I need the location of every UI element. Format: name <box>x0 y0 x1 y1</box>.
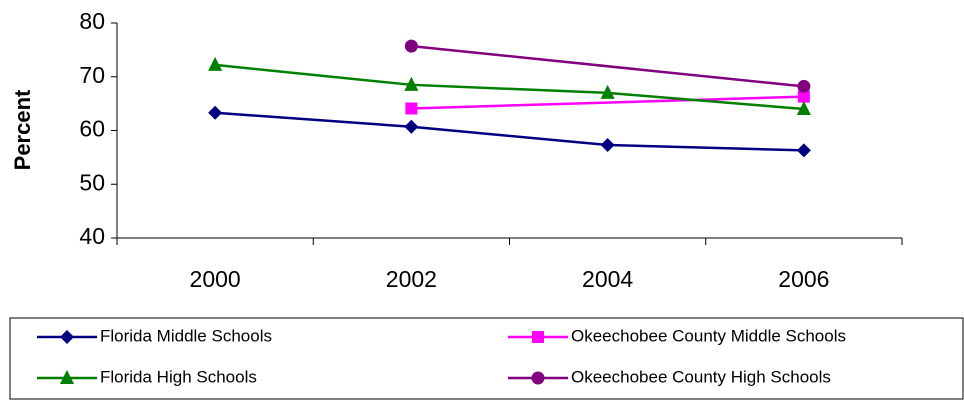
legend-label: Okeechobee County High Schools <box>571 367 831 386</box>
series-line <box>411 44 805 88</box>
legend-marker <box>532 331 544 343</box>
series-line <box>411 95 804 110</box>
data-point <box>405 102 418 115</box>
x-tick-label: 2006 <box>778 266 829 292</box>
legend-marker <box>60 330 74 344</box>
legend-marker <box>531 371 545 385</box>
y-axis-label: Percent <box>10 89 35 170</box>
x-tick-label: 2004 <box>582 266 633 292</box>
y-tick-label: 50 <box>79 169 105 195</box>
y-tick-label: 60 <box>79 116 105 142</box>
legend-label: Okeechobee County Middle Schools <box>571 326 846 345</box>
series-line <box>214 63 804 111</box>
legend-label: Florida High Schools <box>100 367 257 386</box>
data-point <box>404 39 418 53</box>
data-point <box>796 143 811 158</box>
y-tick-label: 70 <box>79 62 105 88</box>
x-tick-label: 2002 <box>386 266 437 292</box>
data-point <box>600 138 615 153</box>
data-point <box>797 79 811 93</box>
x-tick-label: 2000 <box>190 266 241 292</box>
data-point <box>796 101 811 115</box>
data-point <box>208 105 223 120</box>
series-line <box>215 111 804 152</box>
legend-box <box>9 317 964 400</box>
data-point <box>600 84 615 99</box>
legend-label: Florida Middle Schools <box>100 326 272 345</box>
y-tick-label: 40 <box>79 223 105 249</box>
data-point <box>404 119 419 134</box>
data-point <box>404 76 419 91</box>
data-point <box>797 90 810 103</box>
legend-marker <box>60 370 74 384</box>
y-tick-label: 80 <box>79 8 105 34</box>
data-point <box>208 56 223 71</box>
